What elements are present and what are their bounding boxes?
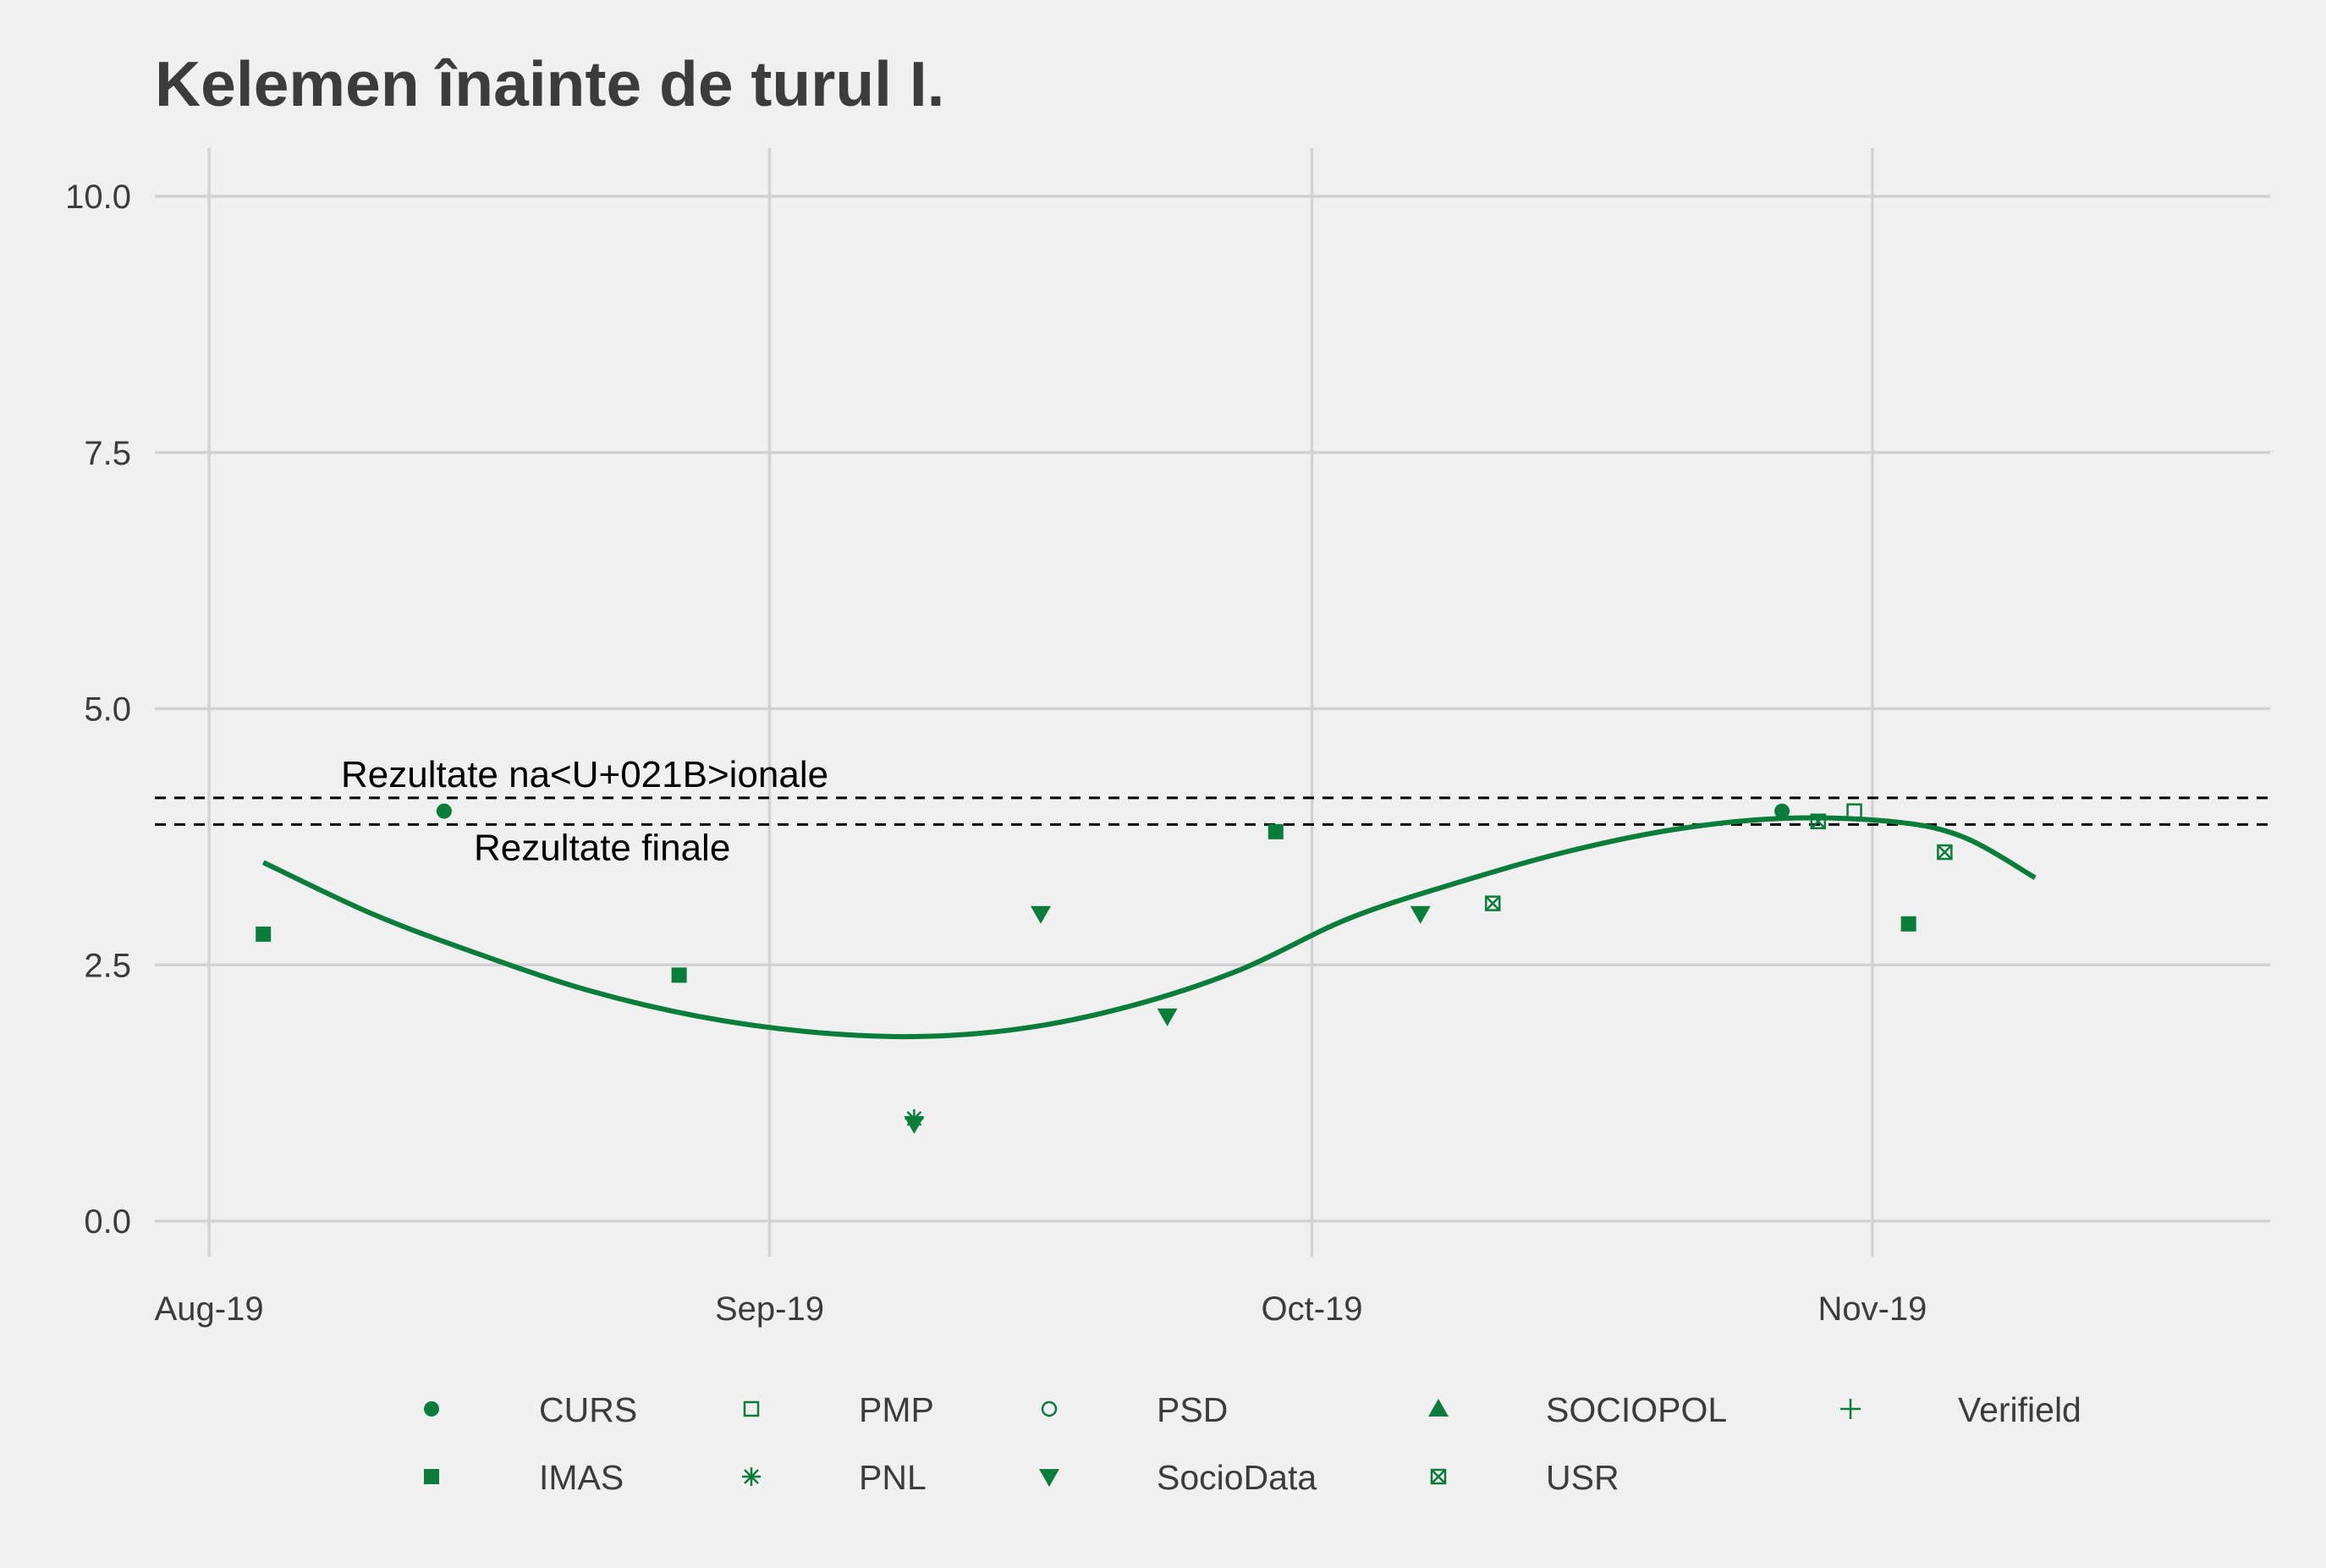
legend-key-usr — [1430, 1468, 1447, 1485]
point-imas — [1900, 916, 1916, 932]
legend: CURS IMAS PMP PNL PSD SocioData SOCIOPOL USR Ver… — [424, 1390, 2081, 1497]
legend-label-imas: IMAS — [539, 1458, 624, 1497]
point-sociodata — [1410, 905, 1431, 924]
reference-line-label: Rezultate finale — [474, 827, 730, 868]
point-sociodata — [904, 1115, 925, 1134]
point-sociodata — [1157, 1008, 1178, 1026]
x-tick-label: Nov-19 — [1817, 1290, 1927, 1328]
point-imas — [256, 926, 272, 942]
legend-label-sociopol: SOCIOPOL — [1546, 1390, 1727, 1429]
point-curs — [1774, 803, 1790, 819]
legend-key-psd — [1041, 1400, 1058, 1417]
legend-key-pnl — [742, 1467, 761, 1486]
point-pmp — [1846, 803, 1862, 819]
point-usr — [1810, 813, 1827, 829]
legend-label-psd: PSD — [1157, 1390, 1228, 1429]
x-tick-label: Sep-19 — [715, 1290, 824, 1328]
point-usr — [1484, 895, 1501, 911]
x-tick-label: Aug-19 — [155, 1290, 264, 1328]
legend-key-imas — [424, 1469, 439, 1484]
reference-lines: Rezultate na<U+021B>ionale Rezultate fina… — [155, 754, 2270, 868]
legend-label-verifield: Verifield — [1958, 1390, 2081, 1429]
point-curs — [436, 803, 452, 819]
legend-label-pmp: PMP — [859, 1390, 934, 1429]
y-tick-label: 7.5 — [84, 435, 131, 472]
legend-key-pmp — [743, 1400, 760, 1417]
y-tick-label: 5.0 — [84, 691, 131, 729]
point-usr — [1937, 844, 1953, 861]
point-imas — [671, 967, 687, 983]
data-points — [256, 803, 1953, 1134]
x-tick-label: Oct-19 — [1261, 1290, 1362, 1328]
legend-label-curs: CURS — [539, 1390, 637, 1429]
legend-label-usr: USR — [1546, 1458, 1619, 1497]
y-tick-label: 0.0 — [84, 1203, 131, 1241]
chart-title: Kelemen înainte de turul I. — [155, 48, 945, 119]
legend-label-pnl: PNL — [859, 1458, 927, 1497]
legend-key-sociopol — [1428, 1399, 1449, 1417]
legend-key-curs — [424, 1401, 439, 1417]
point-sociodata — [1031, 905, 1052, 924]
reference-line-label: Rezultate na<U+021B>ionale — [341, 754, 828, 795]
point-imas — [1267, 823, 1284, 839]
legend-key-verifield — [1840, 1399, 1861, 1419]
y-tick-label: 10.0 — [65, 179, 131, 216]
legend-key-sociodata — [1039, 1469, 1059, 1487]
grid: 0.0 2.5 5.0 7.5 10.0 Aug-19 Sep-19 Oct-19 Nov-19 — [65, 148, 2270, 1328]
legend-label-sociodata: SocioData — [1157, 1458, 1317, 1497]
y-tick-label: 2.5 — [84, 947, 131, 984]
